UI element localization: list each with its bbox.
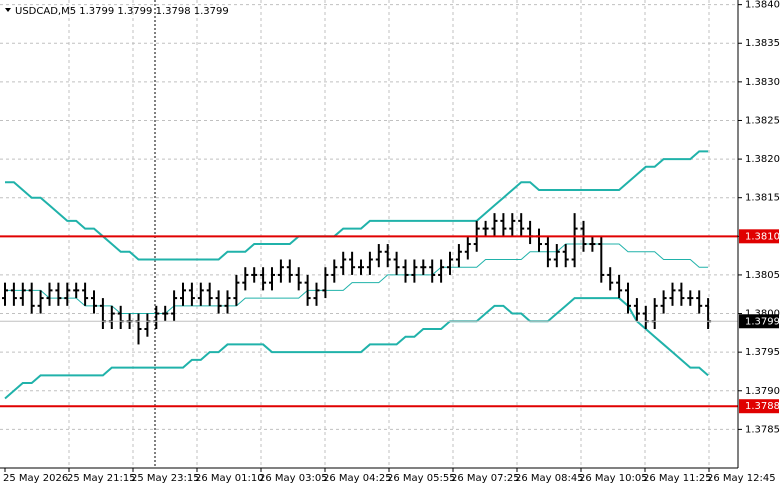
- x-tick-label: 26 May 05:55: [387, 473, 456, 484]
- x-tick-label: 26 May 08:45: [515, 473, 584, 484]
- chart-title: USDCAD,M5 1.3799 1.3799 1.3798 1.3799: [15, 6, 229, 17]
- y-tick-label: 1.3825: [745, 115, 780, 126]
- level-label: 1.3788: [745, 401, 780, 412]
- x-tick-label: 25 May 21:15: [67, 473, 136, 484]
- y-tick-label: 1.3835: [745, 38, 780, 49]
- current-price-label: 1.3799: [745, 316, 780, 327]
- y-tick-label: 1.3815: [745, 193, 780, 204]
- x-tick-label: 26 May 03:05: [259, 473, 328, 484]
- y-tick-label: 1.3840: [745, 0, 780, 11]
- x-tick-label: 26 May 07:25: [451, 473, 520, 484]
- x-tick-label: 26 May 11:25: [643, 473, 712, 484]
- x-tick-label: 26 May 10:05: [579, 473, 648, 484]
- x-tick-label: 25 May 2026: [3, 473, 68, 484]
- x-tick-label: 25 May 23:15: [131, 473, 200, 484]
- y-tick-label: 1.3830: [745, 77, 780, 88]
- level-box: [739, 399, 779, 414]
- y-tick-label: 1.3820: [745, 154, 780, 165]
- plot: [0, 150, 738, 408]
- y-tick-label: 1.3790: [745, 386, 780, 397]
- x-tick-label: 26 May 01:10: [195, 473, 264, 484]
- menu-icon[interactable]: [5, 8, 11, 12]
- band-upper: [5, 150, 709, 261]
- x-tick-label: 26 May 04:25: [323, 473, 392, 484]
- y-tick-label: 1.3785: [745, 424, 780, 435]
- current-price-box: [739, 314, 779, 329]
- level-box: [739, 229, 779, 244]
- y-tick-label: 1.3800: [745, 309, 780, 320]
- band-lower: [4, 297, 709, 400]
- y-tick-label: 1.3795: [745, 347, 780, 358]
- level-label: 1.3810: [745, 231, 780, 242]
- x-tick-label: 26 May 12:45: [707, 473, 776, 484]
- y-tick-label: 1.3805: [745, 270, 780, 281]
